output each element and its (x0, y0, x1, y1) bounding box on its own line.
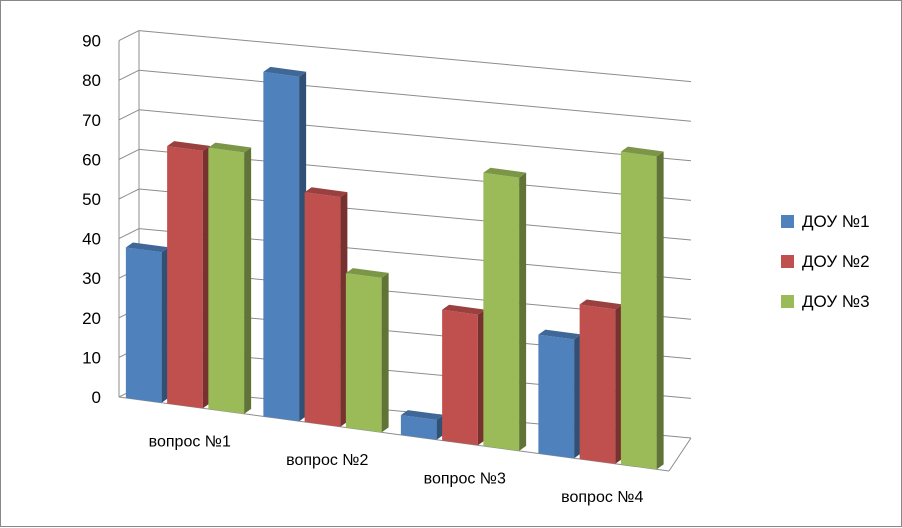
bar-side (574, 334, 582, 459)
bar (538, 329, 582, 459)
gridline (138, 30, 692, 83)
bar-front (483, 172, 520, 451)
category-label: вопрос №1 (149, 433, 231, 450)
bar-side (477, 309, 485, 446)
bar (125, 242, 169, 403)
bar-top (400, 410, 444, 420)
gridline-side (118, 188, 140, 200)
category-label: вопрос №4 (561, 489, 643, 506)
legend-label: ДОУ №3 (802, 292, 870, 311)
bar (167, 141, 210, 409)
gridline-side (118, 30, 140, 42)
y-tick-label: 10 (82, 348, 101, 367)
legend-swatch (781, 295, 794, 308)
legend-label: ДОУ №1 (802, 212, 870, 231)
bar-side (615, 304, 623, 464)
bar-side (244, 147, 252, 414)
bar-side (161, 247, 169, 403)
bar (483, 167, 527, 451)
y-tick-label: 70 (82, 111, 101, 130)
y-tick-labels: 0 10 20 30 40 50 60 70 80 90 (82, 32, 101, 407)
floor-right-edge (668, 437, 692, 472)
y-tick-label: 20 (82, 309, 101, 328)
bar (208, 142, 252, 414)
bar (400, 410, 444, 440)
bar (442, 304, 485, 446)
bar-side (299, 71, 307, 422)
bar-front (538, 334, 575, 459)
bars (125, 66, 664, 470)
bar-top (167, 141, 210, 151)
x-axis-line (118, 396, 670, 472)
bar (579, 299, 623, 464)
legend-swatch (781, 215, 794, 228)
gridline (138, 109, 692, 162)
gridline-side (118, 148, 140, 160)
gridline-side (118, 109, 140, 121)
y-tick-label: 40 (82, 230, 101, 249)
bar-top (620, 146, 664, 157)
bar-front (442, 309, 478, 446)
bar-front (304, 192, 341, 427)
y-tick-label: 90 (82, 32, 101, 51)
bar-front (167, 146, 203, 409)
bar-front (208, 147, 245, 414)
bar-top (483, 167, 527, 178)
bar-top (208, 142, 252, 153)
bar (345, 268, 389, 433)
legend-swatch (781, 255, 794, 268)
y-tick-label: 50 (82, 190, 101, 209)
gridline-side (118, 69, 140, 81)
bar-front (345, 273, 382, 433)
bar-top (263, 66, 307, 77)
legend-label: ДОУ №2 (802, 252, 870, 271)
bar-side (202, 145, 210, 409)
bar-top (304, 187, 348, 198)
bar-top (125, 242, 169, 253)
bar-front (263, 71, 300, 422)
gridline (138, 69, 692, 122)
bar-front (125, 247, 162, 403)
bar-top (345, 268, 389, 278)
category-label: вопрос №2 (286, 452, 368, 469)
bar-front (579, 304, 616, 464)
bar-top (579, 299, 623, 310)
y-tick-label: 30 (82, 269, 101, 288)
bar-front (620, 151, 657, 470)
bar (263, 66, 307, 422)
y-tick-label: 60 (82, 150, 101, 169)
bar-side (519, 172, 527, 451)
bar-side (436, 414, 444, 440)
bar (620, 146, 664, 470)
y-tick-label: 0 (92, 388, 101, 407)
bar-side (656, 151, 664, 470)
bar-side (340, 192, 348, 427)
bar-front (400, 415, 437, 440)
legend: ДОУ №1 ДОУ №2 ДОУ №3 (781, 212, 870, 311)
bar-top (442, 304, 485, 315)
category-label: вопрос №3 (424, 470, 506, 487)
y-tick-label: 80 (82, 71, 101, 90)
bar-side (381, 272, 389, 433)
gridline-side (118, 228, 140, 240)
bar (304, 187, 348, 427)
bar-top (538, 329, 582, 340)
category-labels: вопрос №1 вопрос №2 вопрос №3 вопрос №4 (149, 433, 644, 506)
